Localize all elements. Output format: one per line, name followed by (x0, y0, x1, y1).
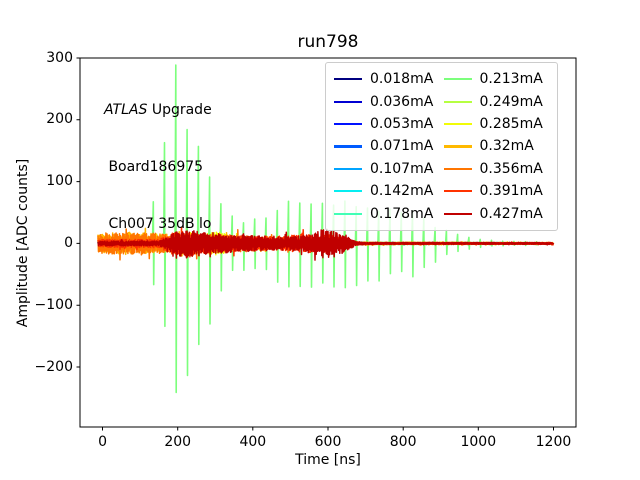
legend-label: 0.249mA (479, 93, 543, 110)
legend-label: 0.178mA (370, 205, 434, 222)
legend-line-swatch (334, 145, 362, 148)
legend-line-swatch (443, 190, 472, 193)
legend-entry: 0.213mA (443, 68, 550, 90)
legend-entry: 0.356mA (443, 158, 550, 180)
legend-entry: 0.142mA (334, 180, 440, 202)
legend-label: 0.285mA (479, 116, 543, 133)
annotation: ATLAS Upgrade Board186975 Ch007 35dB lo (104, 63, 212, 272)
legend-entry: 0.018mA (334, 68, 440, 90)
legend-line-swatch (443, 167, 472, 171)
legend-label: 0.107mA (370, 160, 434, 177)
legend-line-swatch (334, 78, 362, 81)
y-axis-label: Amplitude [ADC counts] (15, 158, 31, 328)
annotation-line2: Board186975 (104, 159, 204, 175)
legend-entry: 0.036mA (334, 90, 440, 112)
annotation-line3: Ch007 35dB lo (104, 216, 212, 232)
legend-entry: 0.107mA (334, 158, 440, 180)
legend-line-swatch (334, 167, 362, 171)
legend-line-swatch (443, 145, 472, 148)
legend-line-swatch (443, 212, 472, 215)
legend-entry: 0.249mA (443, 90, 550, 112)
tick-marks (76, 57, 554, 431)
legend-line-swatch (334, 122, 362, 126)
series-0.427mA (97, 228, 555, 261)
x-axis-label: Time [ns] (295, 452, 361, 468)
legend-label: 0.213mA (479, 71, 543, 88)
legend-label: 0.427mA (479, 205, 543, 222)
legend-line-swatch (443, 122, 472, 126)
legend-line-swatch (334, 212, 362, 215)
legend-label: 0.018mA (370, 71, 434, 88)
chart-title: run798 (297, 32, 359, 52)
legend-label: 0.391mA (479, 183, 543, 200)
legend-entry: 0.071mA (334, 135, 440, 157)
legend-label: 0.356mA (479, 160, 543, 177)
annotation-line1: ATLAS Upgrade (104, 101, 212, 120)
legend-label: 0.32mA (479, 138, 534, 155)
legend-entry: 0.391mA (443, 180, 550, 202)
legend-entry: 0.427mA (443, 203, 550, 225)
legend-label: 0.071mA (370, 138, 434, 155)
legend-line-swatch (334, 190, 362, 193)
legend-line-swatch (334, 100, 362, 103)
legend-label: 0.142mA (370, 183, 434, 200)
legend-entry: 0.053mA (334, 113, 440, 135)
annotation-italic-text: ATLAS (104, 102, 148, 118)
legend-label: 0.053mA (370, 116, 434, 133)
legend-label: 0.036mA (370, 93, 434, 110)
annotation-line1-rest: Upgrade (147, 102, 212, 118)
legend-line-swatch (443, 100, 472, 103)
legend: 0.018mA 0.036mA 0.053mA 0.071mA 0.107mA 0.142… (325, 62, 558, 231)
legend-line-swatch (443, 78, 472, 81)
legend-entry: 0.32mA (443, 135, 550, 157)
legend-entry: 0.285mA (443, 113, 550, 135)
legend-entry: 0.178mA (334, 203, 440, 225)
